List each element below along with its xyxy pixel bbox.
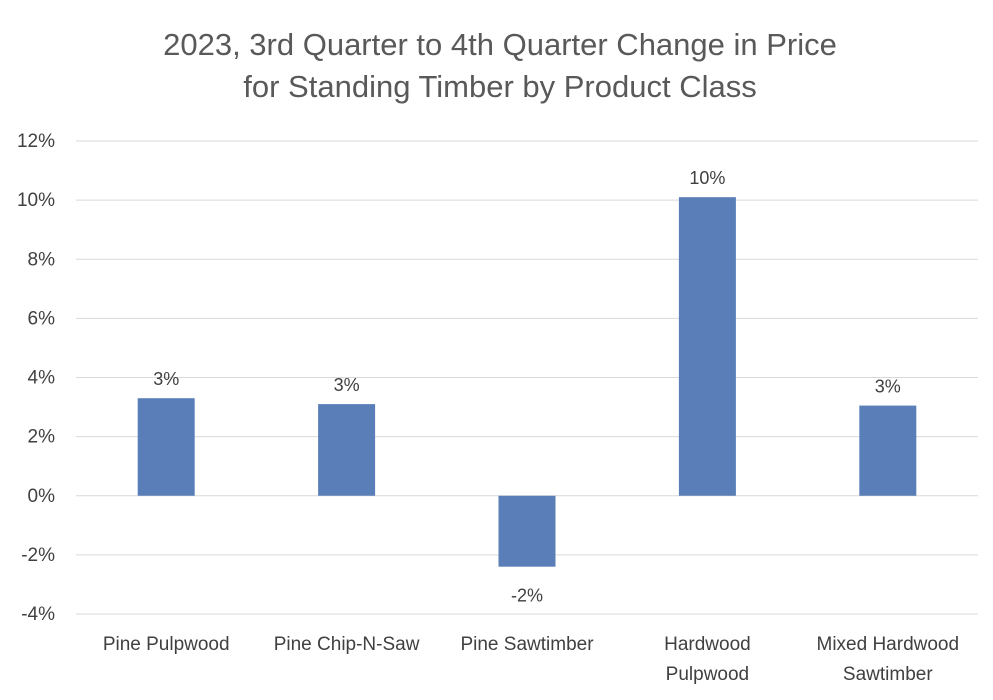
x-axis-category-labels: Pine Pulpwood Pine Chip-N-Saw Pine Sawtimb… <box>103 634 959 685</box>
x-category-label: Mixed Hardwood <box>817 634 960 655</box>
y-tick-label: 8% <box>28 249 56 270</box>
y-tick-label: 4% <box>28 368 56 389</box>
x-category-label: Pine Sawtimber <box>460 634 594 655</box>
data-labels: 3% 3% -2% 10% 3% <box>153 168 901 606</box>
data-label: 3% <box>334 375 360 395</box>
bar <box>678 197 736 496</box>
x-category-label: Pine Chip-N-Saw <box>274 634 420 655</box>
data-label: -2% <box>511 586 543 606</box>
y-axis-tick-labels: 12% 10% 8% 6% 4% 2% 0% -2% -4% <box>17 131 55 625</box>
y-tick-label: 12% <box>17 131 55 152</box>
y-tick-label: 0% <box>28 486 56 507</box>
y-tick-label: -4% <box>21 604 55 625</box>
chart-title-line-1: 2023, 3rd Quarter to 4th Quarter Change … <box>163 27 837 62</box>
chart-title: 2023, 3rd Quarter to 4th Quarter Change … <box>163 27 837 104</box>
x-category-label: Pine Pulpwood <box>103 634 230 655</box>
bar <box>318 404 376 496</box>
y-tick-label: 10% <box>17 190 55 211</box>
bar <box>498 495 556 567</box>
bar <box>137 398 195 496</box>
data-label: 10% <box>689 168 725 188</box>
x-category-label: Hardwood <box>664 634 751 655</box>
data-label: 3% <box>153 369 179 389</box>
y-tick-label: 6% <box>28 308 56 329</box>
x-category-label: Pulpwood <box>666 664 749 685</box>
gridlines <box>76 140 978 615</box>
y-tick-label: -2% <box>21 545 55 566</box>
x-category-label: Sawtimber <box>843 664 933 685</box>
bar <box>859 405 917 496</box>
bars <box>137 197 917 567</box>
y-tick-label: 2% <box>28 427 56 448</box>
chart-title-line-2: for Standing Timber by Product Class <box>243 69 756 104</box>
data-label: 3% <box>875 377 901 397</box>
